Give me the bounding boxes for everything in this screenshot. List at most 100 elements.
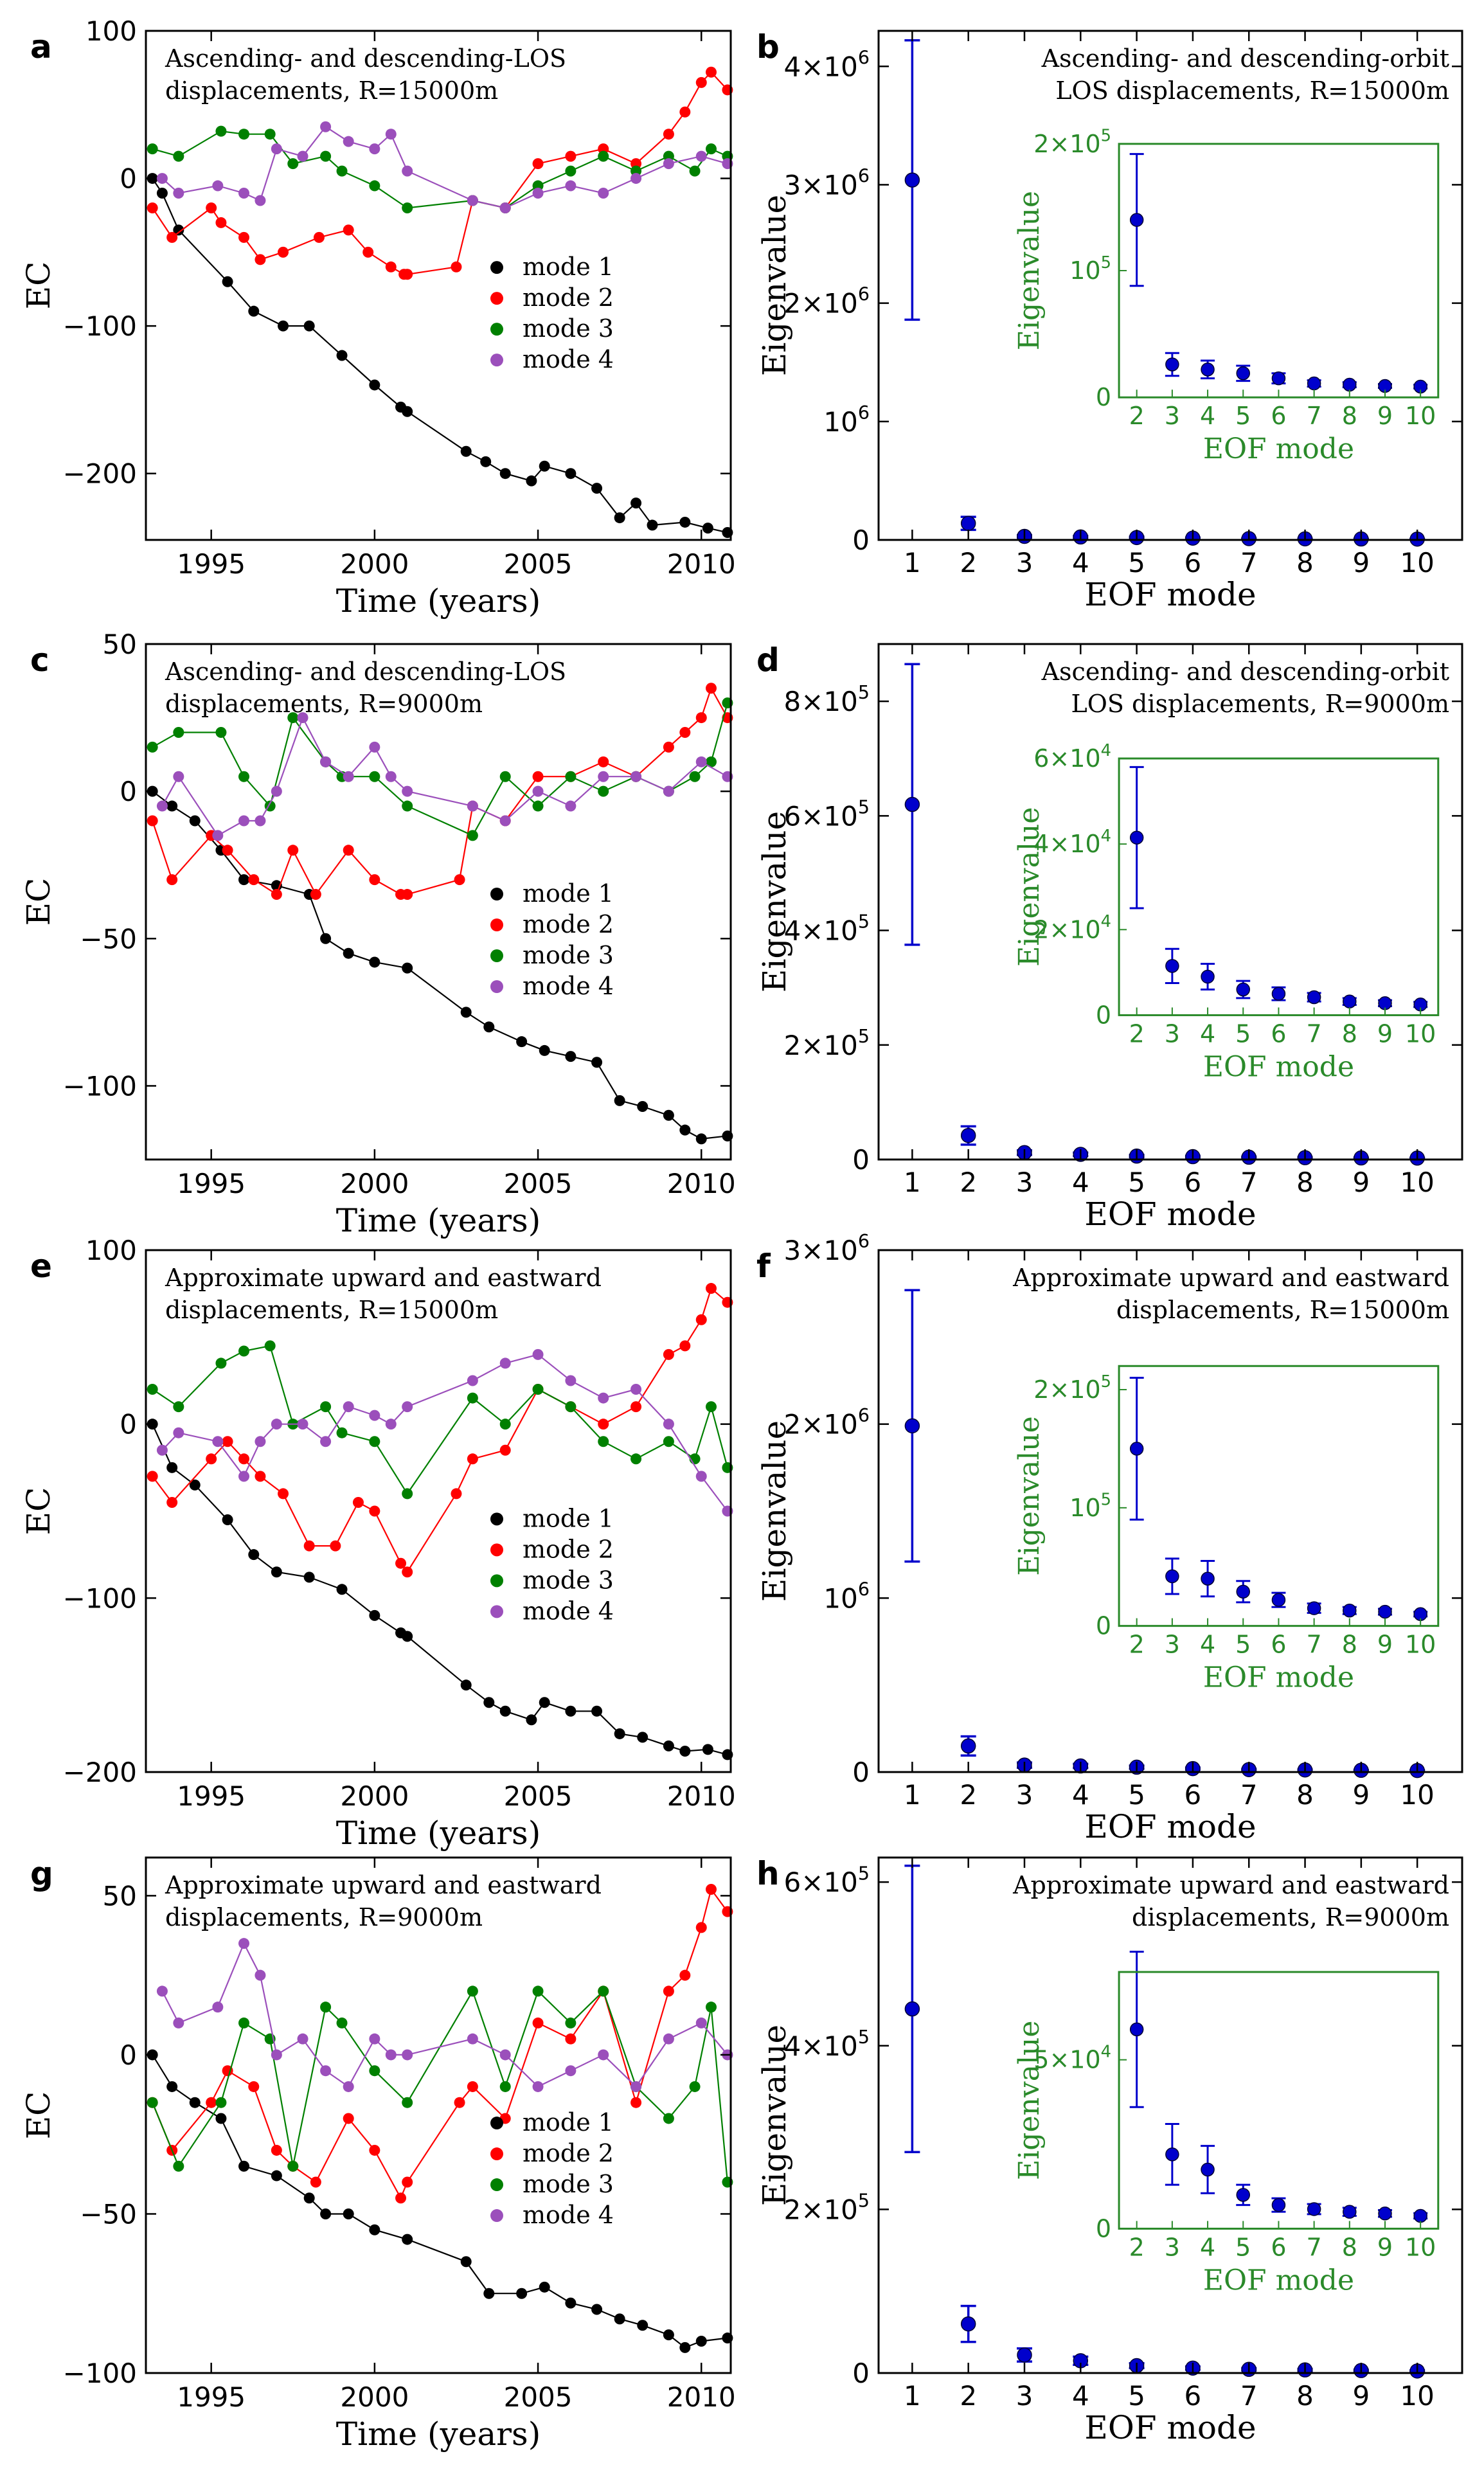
legend-entry: mode 2 bbox=[523, 1535, 614, 1563]
x-tick-label: 2005 bbox=[504, 2381, 573, 2413]
data-point bbox=[298, 1419, 308, 1429]
data-point bbox=[310, 2176, 321, 2187]
inset-x-tick-label: 10 bbox=[1405, 402, 1436, 430]
data-point bbox=[271, 1419, 282, 1429]
data-point bbox=[402, 786, 413, 797]
series-line-mode-2 bbox=[152, 1890, 728, 2198]
x-tick-label: 1995 bbox=[177, 548, 246, 580]
data-point bbox=[679, 727, 690, 738]
data-point bbox=[533, 188, 544, 199]
data-point bbox=[598, 188, 609, 199]
x-tick-label: 2 bbox=[960, 547, 977, 578]
data-point bbox=[647, 520, 657, 531]
data-point bbox=[271, 2171, 282, 2181]
inset-eigenvalue-point bbox=[1308, 1602, 1321, 1615]
inset-eigenvalue-point bbox=[1201, 363, 1214, 376]
x-tick-label: 3 bbox=[1016, 547, 1033, 578]
data-point bbox=[702, 1744, 713, 1755]
data-point bbox=[343, 2113, 354, 2124]
y-tick-label: 2×105 bbox=[783, 1025, 870, 1061]
inset-x-tick-label: 2 bbox=[1129, 2233, 1145, 2261]
data-point bbox=[238, 1471, 249, 1482]
data-point bbox=[402, 1488, 413, 1499]
x-tick-label: 9 bbox=[1352, 2380, 1370, 2412]
series-line-mode-1 bbox=[152, 1424, 728, 1755]
series-line-mode-2 bbox=[152, 688, 728, 895]
data-point bbox=[369, 2065, 380, 2076]
data-point bbox=[320, 2065, 331, 2076]
data-point bbox=[696, 1314, 707, 1325]
data-point bbox=[343, 2081, 354, 2092]
data-point bbox=[630, 1384, 641, 1395]
data-point bbox=[320, 2208, 331, 2219]
inset-x-tick-label: 9 bbox=[1377, 402, 1393, 430]
y-tick-label: 2×105 bbox=[783, 2189, 870, 2225]
series-line-mode-3 bbox=[152, 1346, 728, 1494]
data-point bbox=[166, 1462, 177, 1473]
inset-eigenvalue-point bbox=[1272, 2199, 1285, 2212]
data-point bbox=[533, 158, 544, 169]
eigenvalue-point bbox=[905, 173, 919, 187]
eigenvalue-point bbox=[1017, 2348, 1032, 2362]
data-point bbox=[630, 497, 641, 508]
data-point bbox=[278, 321, 289, 332]
inset-eigenvalue-point bbox=[1343, 2205, 1356, 2218]
data-point bbox=[598, 151, 609, 162]
inset-eigenvalue-point bbox=[1237, 1585, 1249, 1598]
inset-eigenvalue-point bbox=[1131, 2023, 1143, 2036]
inset-eigenvalue-point bbox=[1201, 971, 1214, 983]
data-point bbox=[271, 889, 282, 900]
data-point bbox=[500, 815, 511, 826]
y-tick-label: 0 bbox=[120, 163, 137, 195]
y-tick-label: 50 bbox=[103, 1880, 137, 1912]
x-tick-label: 2000 bbox=[340, 548, 409, 580]
data-point bbox=[173, 151, 184, 162]
inset-eigenvalue-point bbox=[1131, 1442, 1143, 1455]
x-axis-label: EOF mode bbox=[1084, 1196, 1256, 1233]
data-point bbox=[238, 1345, 249, 1356]
legend-entry: mode 4 bbox=[523, 1597, 614, 1625]
data-point bbox=[565, 2298, 576, 2309]
data-point bbox=[539, 1045, 550, 1056]
data-point bbox=[369, 1436, 380, 1447]
inset-x-tick-label: 3 bbox=[1165, 2233, 1180, 2261]
data-point bbox=[565, 1401, 576, 1412]
data-point bbox=[637, 1101, 648, 1112]
data-point bbox=[337, 166, 348, 177]
data-point bbox=[215, 2113, 226, 2124]
data-point bbox=[255, 195, 265, 206]
data-point bbox=[663, 129, 674, 139]
y-axis-label: Eigenvalue bbox=[756, 195, 793, 376]
y-tick-label: 4×105 bbox=[783, 911, 870, 947]
data-point bbox=[516, 2288, 527, 2299]
x-tick-label: 7 bbox=[1240, 547, 1258, 578]
data-point bbox=[238, 771, 249, 782]
data-point bbox=[369, 956, 380, 967]
panel-letter: h bbox=[756, 1855, 780, 1892]
inset-h: 2 3 4 5 6 7 8 9 1005×104EOF modeEigenvalue bbox=[1013, 1952, 1438, 2297]
inset-eigenvalue-point bbox=[1343, 379, 1356, 391]
chart-title-line: Ascending- and descending-LOS bbox=[165, 658, 566, 686]
data-point bbox=[222, 1514, 233, 1525]
x-tick-label: 1 bbox=[904, 1779, 921, 1811]
data-point bbox=[386, 2049, 397, 2060]
data-point bbox=[598, 1436, 609, 1447]
figure: a 1000−100−2001995 2000 2005 2010Time (years… bbox=[0, 0, 1484, 2472]
inset-x-tick-label: 7 bbox=[1307, 402, 1322, 430]
data-point bbox=[255, 1970, 265, 1981]
inset-eigenvalue-point bbox=[1131, 831, 1143, 844]
data-point bbox=[157, 188, 168, 199]
data-point bbox=[533, 1985, 544, 1996]
data-point bbox=[166, 874, 177, 885]
data-point bbox=[238, 815, 249, 826]
data-point bbox=[679, 107, 690, 118]
y-tick-label: 0 bbox=[852, 2358, 870, 2389]
data-point bbox=[166, 232, 177, 243]
data-point bbox=[212, 181, 223, 192]
inset-frame bbox=[1119, 1972, 1438, 2228]
chart-title-line: displacements, R=9000m bbox=[1132, 1903, 1449, 1931]
inset-f: 2 3 4 5 6 7 8 9 10 0 105 2×105 EOF mode Eigenvalue bbox=[1013, 1366, 1438, 1694]
data-point bbox=[402, 1401, 413, 1412]
inset-x-tick-label: 8 bbox=[1342, 1019, 1357, 1048]
chart-title-line: displacements, R=9000m bbox=[165, 1903, 483, 1931]
